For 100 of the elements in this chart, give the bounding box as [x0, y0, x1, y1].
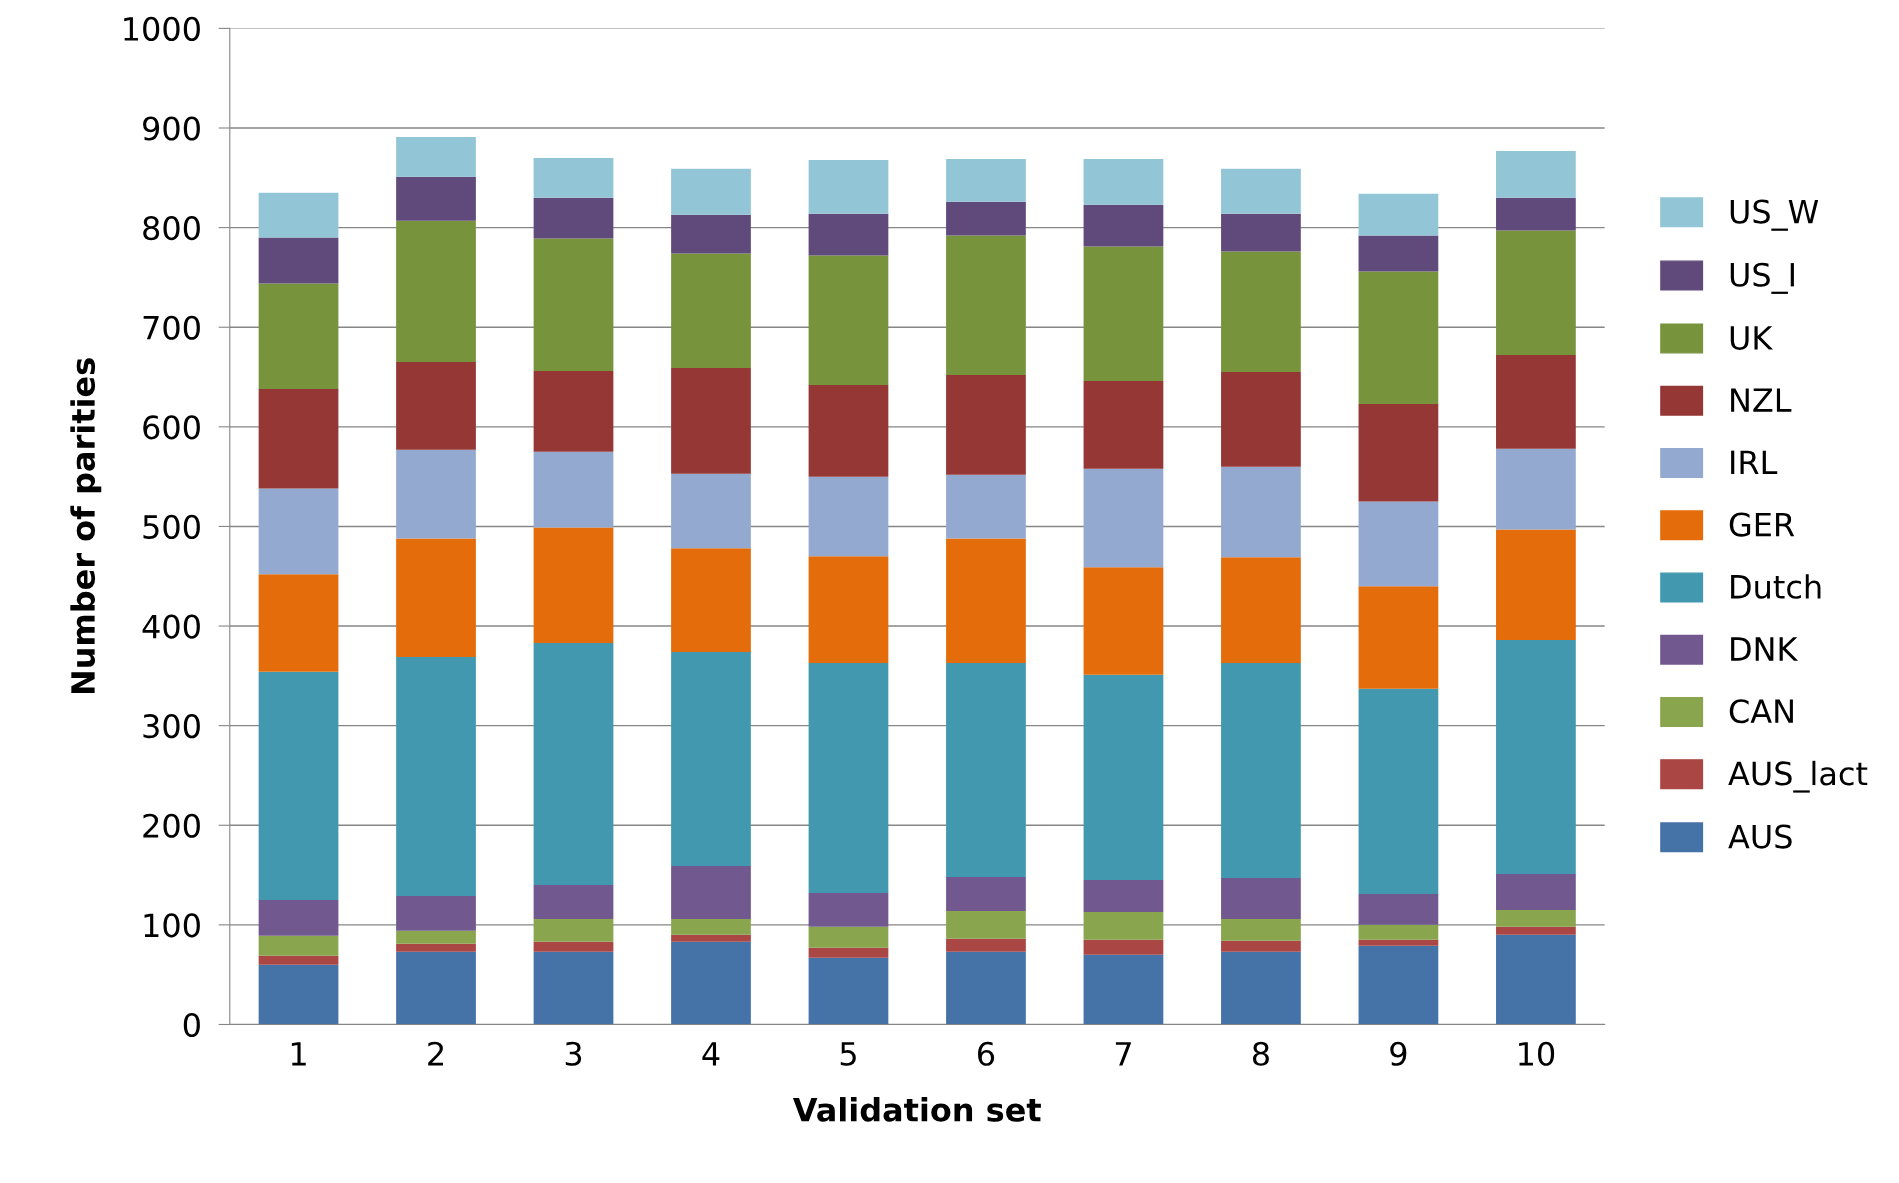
legend-label: IRL — [1731, 450, 1778, 474]
bar — [1496, 909, 1576, 927]
bar — [1496, 448, 1576, 530]
bar — [808, 476, 889, 557]
bar — [1496, 874, 1576, 910]
bar — [1083, 954, 1164, 1025]
bar — [671, 941, 751, 1025]
bar — [1358, 403, 1439, 502]
bar — [946, 951, 1026, 1025]
bar — [808, 384, 889, 477]
legend-label: CAN — [1729, 699, 1793, 724]
bar — [1221, 940, 1301, 952]
bar — [1221, 168, 1301, 214]
legend-label: US_W — [1730, 199, 1819, 231]
bar — [258, 488, 339, 575]
bar — [258, 964, 339, 1025]
bar — [1496, 230, 1576, 356]
y-tick-label: 900 — [143, 116, 200, 141]
bar — [946, 877, 1026, 911]
bar — [258, 574, 339, 672]
x-tick-label: 10 — [1519, 1041, 1555, 1066]
x-tick-label: 3 — [565, 1041, 582, 1066]
bar — [533, 371, 614, 452]
x-tick-label: 1 — [291, 1042, 306, 1066]
bar — [1221, 251, 1301, 373]
bar — [1221, 213, 1301, 252]
y-tick-label: 0 — [183, 1012, 200, 1038]
bar — [396, 362, 476, 450]
y-tick-label: 400 — [142, 614, 200, 639]
bar — [258, 388, 339, 489]
bar — [1358, 945, 1439, 1025]
y-tick-label: 700 — [143, 315, 200, 340]
bar — [808, 159, 889, 214]
bar — [808, 662, 889, 893]
y-tick-label: 500 — [143, 514, 200, 540]
bar — [258, 237, 339, 284]
x-tick-label: 2 — [428, 1041, 443, 1066]
bar — [1358, 586, 1439, 689]
bar — [1221, 878, 1301, 919]
x-axis-title: Validation set — [792, 1097, 1041, 1122]
bar — [396, 895, 476, 931]
bar — [1221, 918, 1301, 941]
y-tick-label: 100 — [144, 913, 200, 938]
y-axis-title: Number of parities — [70, 358, 102, 694]
bar — [1083, 939, 1164, 955]
x-tick-label: 7 — [1115, 1042, 1131, 1066]
bar — [533, 451, 614, 528]
bar — [808, 926, 889, 948]
bar — [1358, 501, 1439, 587]
y-tick-label: 300 — [143, 714, 200, 739]
x-tick-label: 9 — [1390, 1041, 1407, 1066]
bar — [396, 656, 476, 896]
bar — [808, 255, 889, 385]
bar — [671, 651, 751, 867]
bar — [1358, 893, 1439, 925]
bar — [1496, 934, 1576, 1025]
bar — [1083, 674, 1164, 881]
x-tick-label: 6 — [978, 1041, 995, 1066]
bar — [808, 947, 889, 958]
bar — [1358, 688, 1439, 894]
bar — [808, 957, 889, 1025]
bar — [533, 238, 614, 372]
bar — [1083, 246, 1164, 382]
bar — [671, 368, 751, 474]
bar — [946, 538, 1026, 663]
bar — [1496, 529, 1576, 640]
bar — [1221, 466, 1301, 558]
bar — [671, 866, 751, 919]
bar — [258, 899, 339, 936]
bar — [396, 220, 476, 363]
bar — [1221, 662, 1301, 879]
legend-label: NZL — [1731, 388, 1792, 412]
bar — [1496, 150, 1576, 198]
bar — [533, 197, 614, 239]
bar — [1221, 372, 1301, 467]
bar — [671, 918, 751, 935]
bar — [1083, 468, 1164, 568]
bar — [258, 935, 339, 956]
bar — [258, 192, 339, 238]
bar — [808, 213, 889, 256]
bar — [1358, 939, 1439, 946]
bar — [1358, 271, 1439, 404]
legend-label: AUS_lact — [1728, 760, 1868, 793]
bar — [1083, 204, 1164, 247]
bar — [808, 556, 889, 663]
x-tick-label: 8 — [1252, 1041, 1269, 1066]
bar — [1221, 557, 1301, 663]
bar — [258, 283, 339, 389]
bar — [671, 168, 751, 215]
legend-label: US_I — [1730, 262, 1794, 294]
bar — [1083, 880, 1164, 912]
bar — [946, 662, 1026, 878]
legend-label: GER — [1729, 512, 1795, 537]
bar — [946, 938, 1026, 952]
bar — [396, 449, 476, 539]
legend-label: AUS — [1728, 824, 1792, 849]
bar — [946, 910, 1026, 939]
bar — [671, 548, 751, 652]
bar — [1358, 193, 1439, 236]
y-tick-label: 600 — [143, 415, 200, 440]
